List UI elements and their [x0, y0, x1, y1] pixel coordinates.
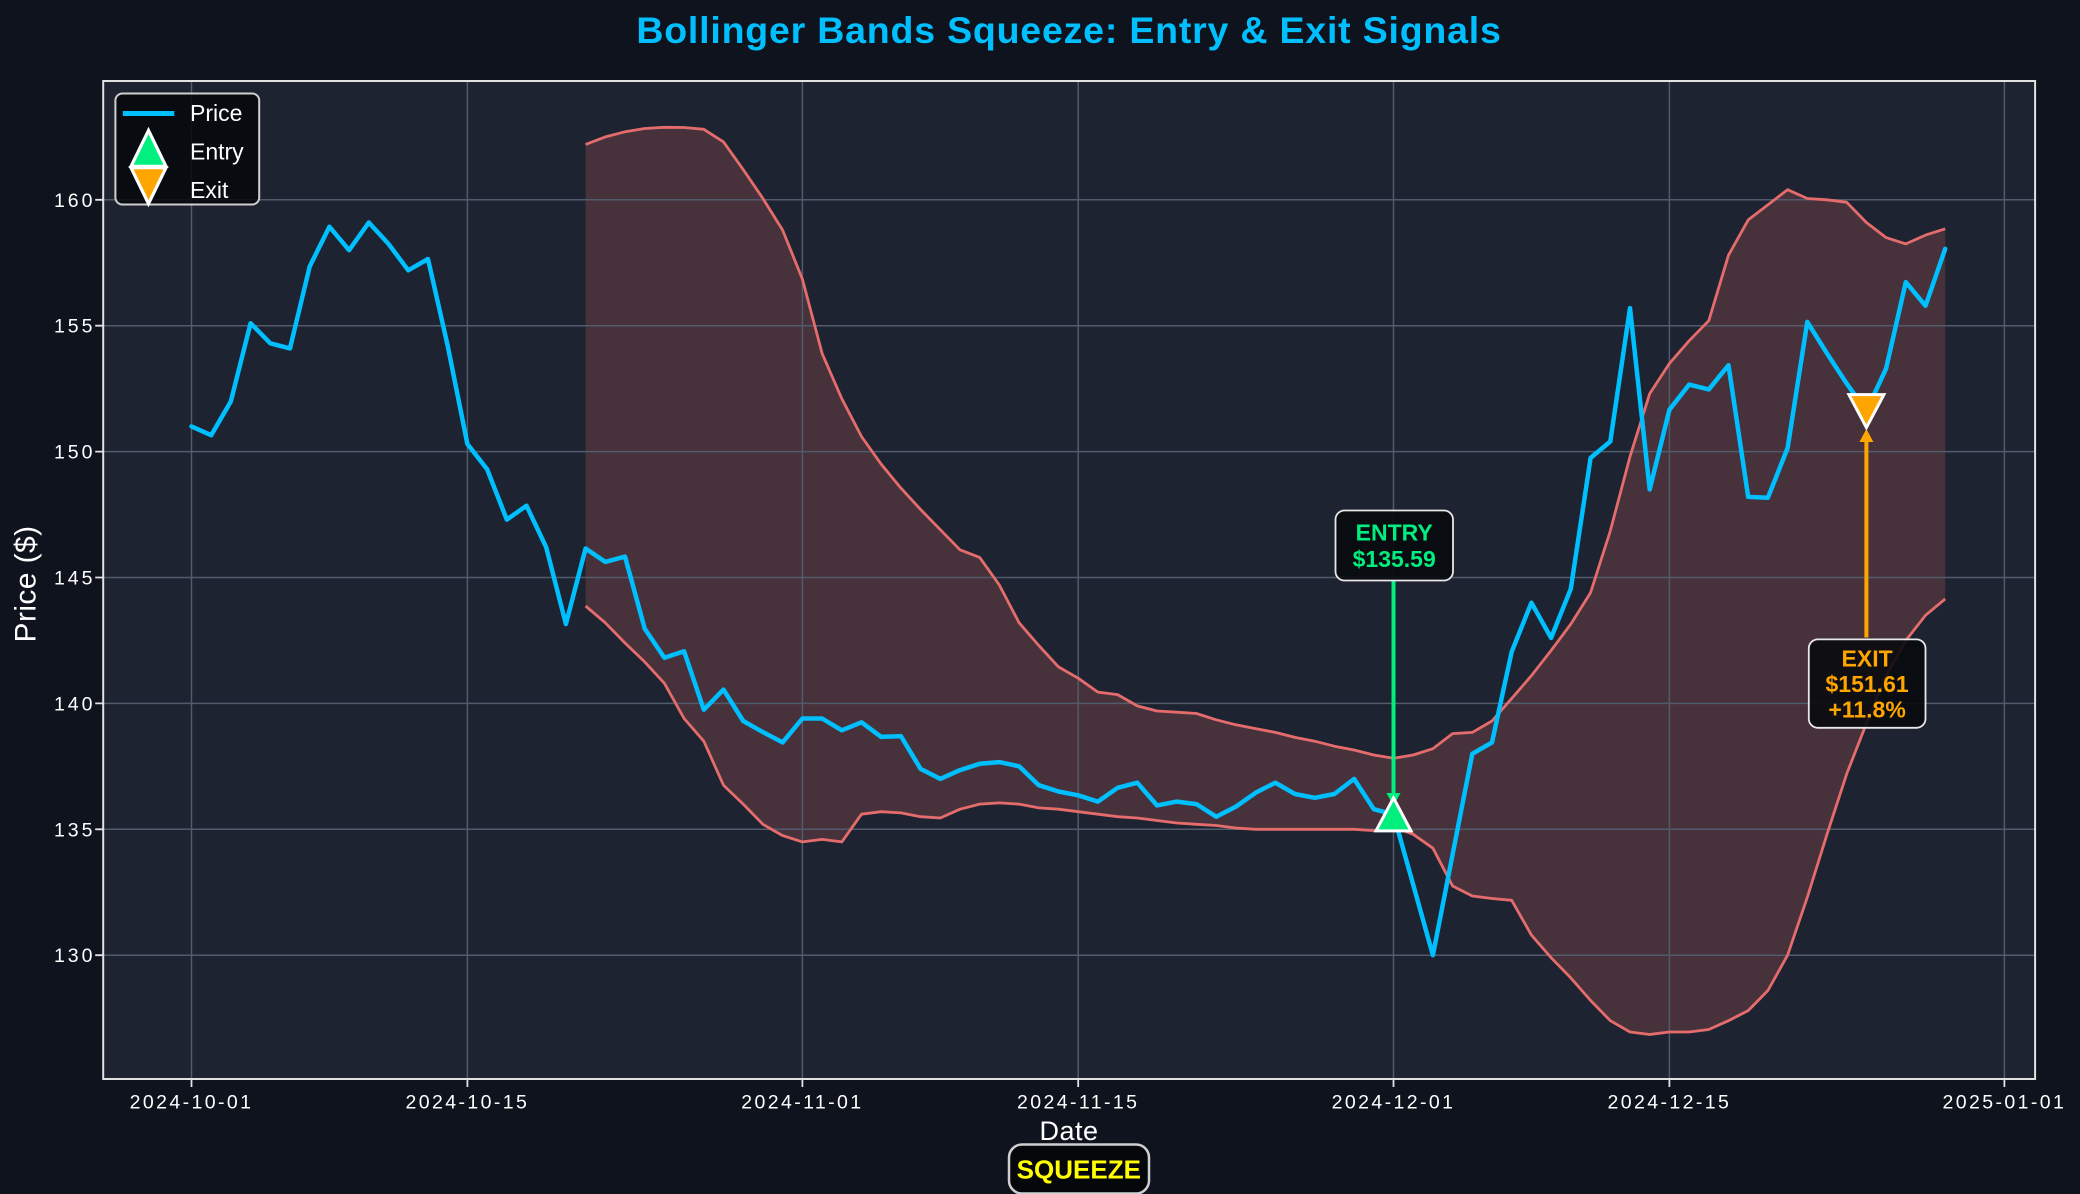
svg-text:2024-11-15: 2024-11-15 — [1017, 1092, 1139, 1114]
svg-text:$151.61: $151.61 — [1826, 671, 1909, 697]
svg-text:2024-11-01: 2024-11-01 — [741, 1092, 863, 1114]
svg-text:160: 160 — [54, 190, 96, 212]
svg-text:155: 155 — [54, 316, 96, 338]
svg-text:Bollinger Bands Squeeze: Entry: Bollinger Bands Squeeze: Entry & Exit Si… — [636, 9, 1501, 51]
svg-text:2024-10-15: 2024-10-15 — [406, 1092, 530, 1114]
svg-text:150: 150 — [54, 442, 96, 464]
svg-text:145: 145 — [54, 568, 96, 590]
svg-text:$135.59: $135.59 — [1353, 546, 1436, 572]
svg-text:SQUEEZE: SQUEEZE — [1017, 1154, 1141, 1184]
svg-text:140: 140 — [54, 693, 96, 715]
svg-text:EXIT: EXIT — [1842, 646, 1893, 672]
svg-text:Price: Price — [190, 100, 242, 126]
svg-text:135: 135 — [54, 819, 96, 841]
svg-text:Date: Date — [1039, 1116, 1098, 1146]
svg-text:ENTRY: ENTRY — [1356, 520, 1433, 546]
svg-text:2024-10-01: 2024-10-01 — [130, 1092, 254, 1114]
svg-text:+11.8%: +11.8% — [1828, 697, 1905, 723]
svg-text:2024-12-01: 2024-12-01 — [1332, 1092, 1456, 1114]
svg-text:130: 130 — [54, 945, 96, 967]
svg-text:2024-12-15: 2024-12-15 — [1608, 1092, 1732, 1114]
svg-text:Exit: Exit — [190, 177, 229, 203]
svg-text:Entry: Entry — [190, 139, 244, 165]
svg-text:2025-01-01: 2025-01-01 — [1943, 1092, 2067, 1114]
svg-text:Price ($): Price ($) — [10, 526, 43, 643]
